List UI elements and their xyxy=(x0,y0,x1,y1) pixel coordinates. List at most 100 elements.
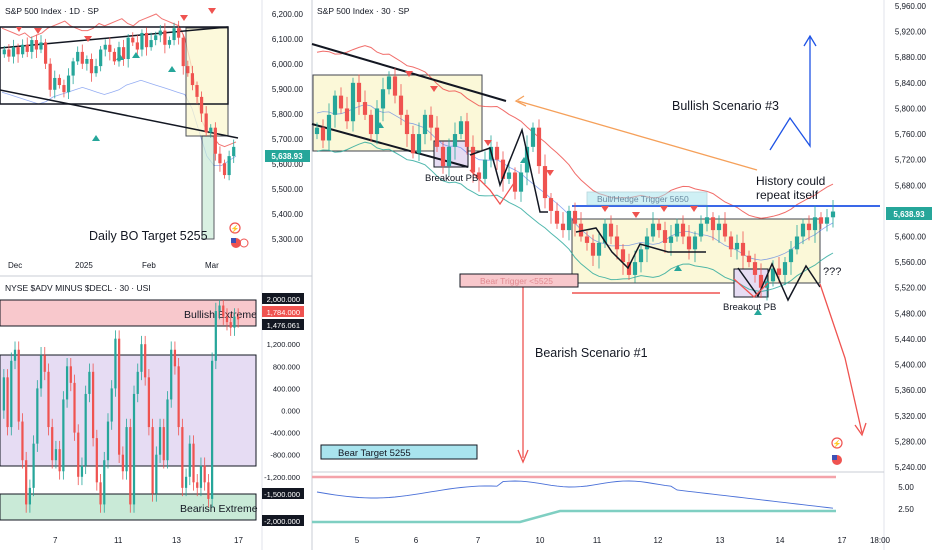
sell-marker-icon xyxy=(34,28,42,34)
bullish-scenario-arrow xyxy=(769,36,811,151)
buy-marker-icon xyxy=(376,122,384,128)
candle-body xyxy=(638,249,644,263)
candle-body xyxy=(135,42,139,50)
candle-body xyxy=(227,156,231,176)
daily-target-box xyxy=(201,135,215,240)
candle-body xyxy=(746,255,752,263)
history-label-line2: repeat itself xyxy=(756,188,819,202)
buy-marker-icon xyxy=(754,309,762,315)
svg-text:Bear Target 5255: Bear Target 5255 xyxy=(338,448,411,459)
candle-body xyxy=(482,159,488,179)
candle-body xyxy=(632,262,638,275)
adv-panel[interactable]: NYSE $ADV MINUS $DECL · 30 · USI Bullish… xyxy=(0,283,304,545)
adv-bar xyxy=(47,371,50,428)
candle-body xyxy=(126,37,130,59)
adv-bar xyxy=(36,388,39,444)
candle-body xyxy=(680,223,686,237)
y-tick-label: 5,800.00 xyxy=(272,110,304,119)
candle-body xyxy=(776,268,782,275)
y-tick-label: -1,500.000 xyxy=(264,490,300,499)
adv-x-axis: 7 11 13 17 xyxy=(53,536,243,545)
y-tick-label: 1,200.000 xyxy=(267,340,300,349)
daily-title: S&P 500 Index · 1D · SP xyxy=(5,6,99,16)
adv-bar xyxy=(203,465,206,483)
x-tick-label: Dec xyxy=(8,261,22,270)
daily-event-icons[interactable]: ⚡ xyxy=(229,222,249,248)
adv-bar xyxy=(2,377,5,411)
intraday-event-icons[interactable]: ⚡ xyxy=(831,437,843,465)
adv-bar xyxy=(118,338,121,455)
candle-body xyxy=(602,223,608,243)
sell-marker-icon xyxy=(690,206,698,212)
candle-body xyxy=(356,82,362,103)
sell-marker-icon xyxy=(484,140,492,146)
candle-body xyxy=(149,40,153,48)
buy-marker-icon xyxy=(674,265,682,271)
candle-body xyxy=(770,268,776,282)
earnings-icon[interactable] xyxy=(831,437,843,449)
y-tick-label: 5,520.00 xyxy=(895,284,927,293)
adv-bar xyxy=(173,349,177,367)
adv-bar xyxy=(151,427,154,494)
bearish-path-red-2 xyxy=(733,278,769,298)
daily-x-axis: Dec 2025 Feb Mar xyxy=(8,261,219,270)
adv-bar xyxy=(114,338,117,389)
y-tick-label: 5,500.00 xyxy=(272,185,304,194)
candle-body xyxy=(530,127,536,147)
buy-marker-icon xyxy=(116,54,124,60)
adv-bar xyxy=(136,371,139,394)
candle-body xyxy=(332,95,338,115)
candle-body xyxy=(2,49,6,55)
candle-body xyxy=(464,121,470,147)
candle-body xyxy=(57,77,61,86)
candle-body xyxy=(428,114,434,128)
us-flag-icon[interactable] xyxy=(239,238,249,248)
candle-body xyxy=(656,223,662,231)
candle-body xyxy=(518,172,524,192)
candle-body xyxy=(94,66,98,74)
y-tick-label: 5,920.00 xyxy=(895,28,927,37)
intraday-y-axis: 5,960.00 5,920.00 5,880.00 5,840.00 5,800.00… xyxy=(895,2,927,472)
candle-body xyxy=(494,146,500,160)
projection-path-2 xyxy=(575,227,706,270)
adv-bar xyxy=(32,443,35,488)
adv-bar xyxy=(196,482,199,488)
adv-bar xyxy=(140,344,143,372)
y-tick-label: 5,720.00 xyxy=(895,156,927,165)
adv-bar xyxy=(237,316,240,320)
y-tick-label: 5,600.00 xyxy=(272,160,304,169)
x-tick-label: Feb xyxy=(142,261,156,270)
candle-body xyxy=(782,262,788,275)
earnings-icon[interactable] xyxy=(229,222,241,234)
svg-text:⚡: ⚡ xyxy=(833,439,842,448)
candle-body xyxy=(158,30,162,36)
candle-body xyxy=(704,217,710,224)
adv-bar xyxy=(121,454,124,472)
candle-body xyxy=(140,32,144,50)
daily-trendline-bottom xyxy=(0,89,239,139)
adv-bar xyxy=(28,487,32,505)
candle-body xyxy=(434,127,440,147)
adv-title: NYSE $ADV MINUS $DECL · 30 · USI xyxy=(5,283,151,293)
y-tick-tag xyxy=(262,293,304,304)
adv-bar xyxy=(69,366,72,383)
intraday-markers xyxy=(376,71,762,315)
adv-bar xyxy=(129,427,132,505)
daily-panel[interactable]: S&P 500 Index · 1D · SP 6,200.00 6,100.00… xyxy=(0,0,312,550)
bearish-extreme-label: Bearish Extreme xyxy=(180,503,258,515)
candle-body xyxy=(452,134,458,147)
daily-bo-target-label: Daily BO Target 5255 xyxy=(89,229,208,243)
candle-body xyxy=(794,236,800,250)
y-tick-label: 400.000 xyxy=(273,384,300,393)
candle-body xyxy=(824,217,830,224)
candle-body xyxy=(476,172,482,179)
adv-bar xyxy=(91,371,95,439)
candle-body xyxy=(788,249,794,263)
candle-body xyxy=(314,127,320,135)
bullish-scenario-label: Bullish Scenario #3 xyxy=(672,99,779,113)
y-tick-label: -2,000.000 xyxy=(264,517,300,526)
adv-bar xyxy=(155,454,158,494)
adv-bar xyxy=(144,344,147,378)
intraday-panel[interactable]: S&P 500 Index · 30 · SP 5,960.00 5,920.00… xyxy=(311,0,932,550)
